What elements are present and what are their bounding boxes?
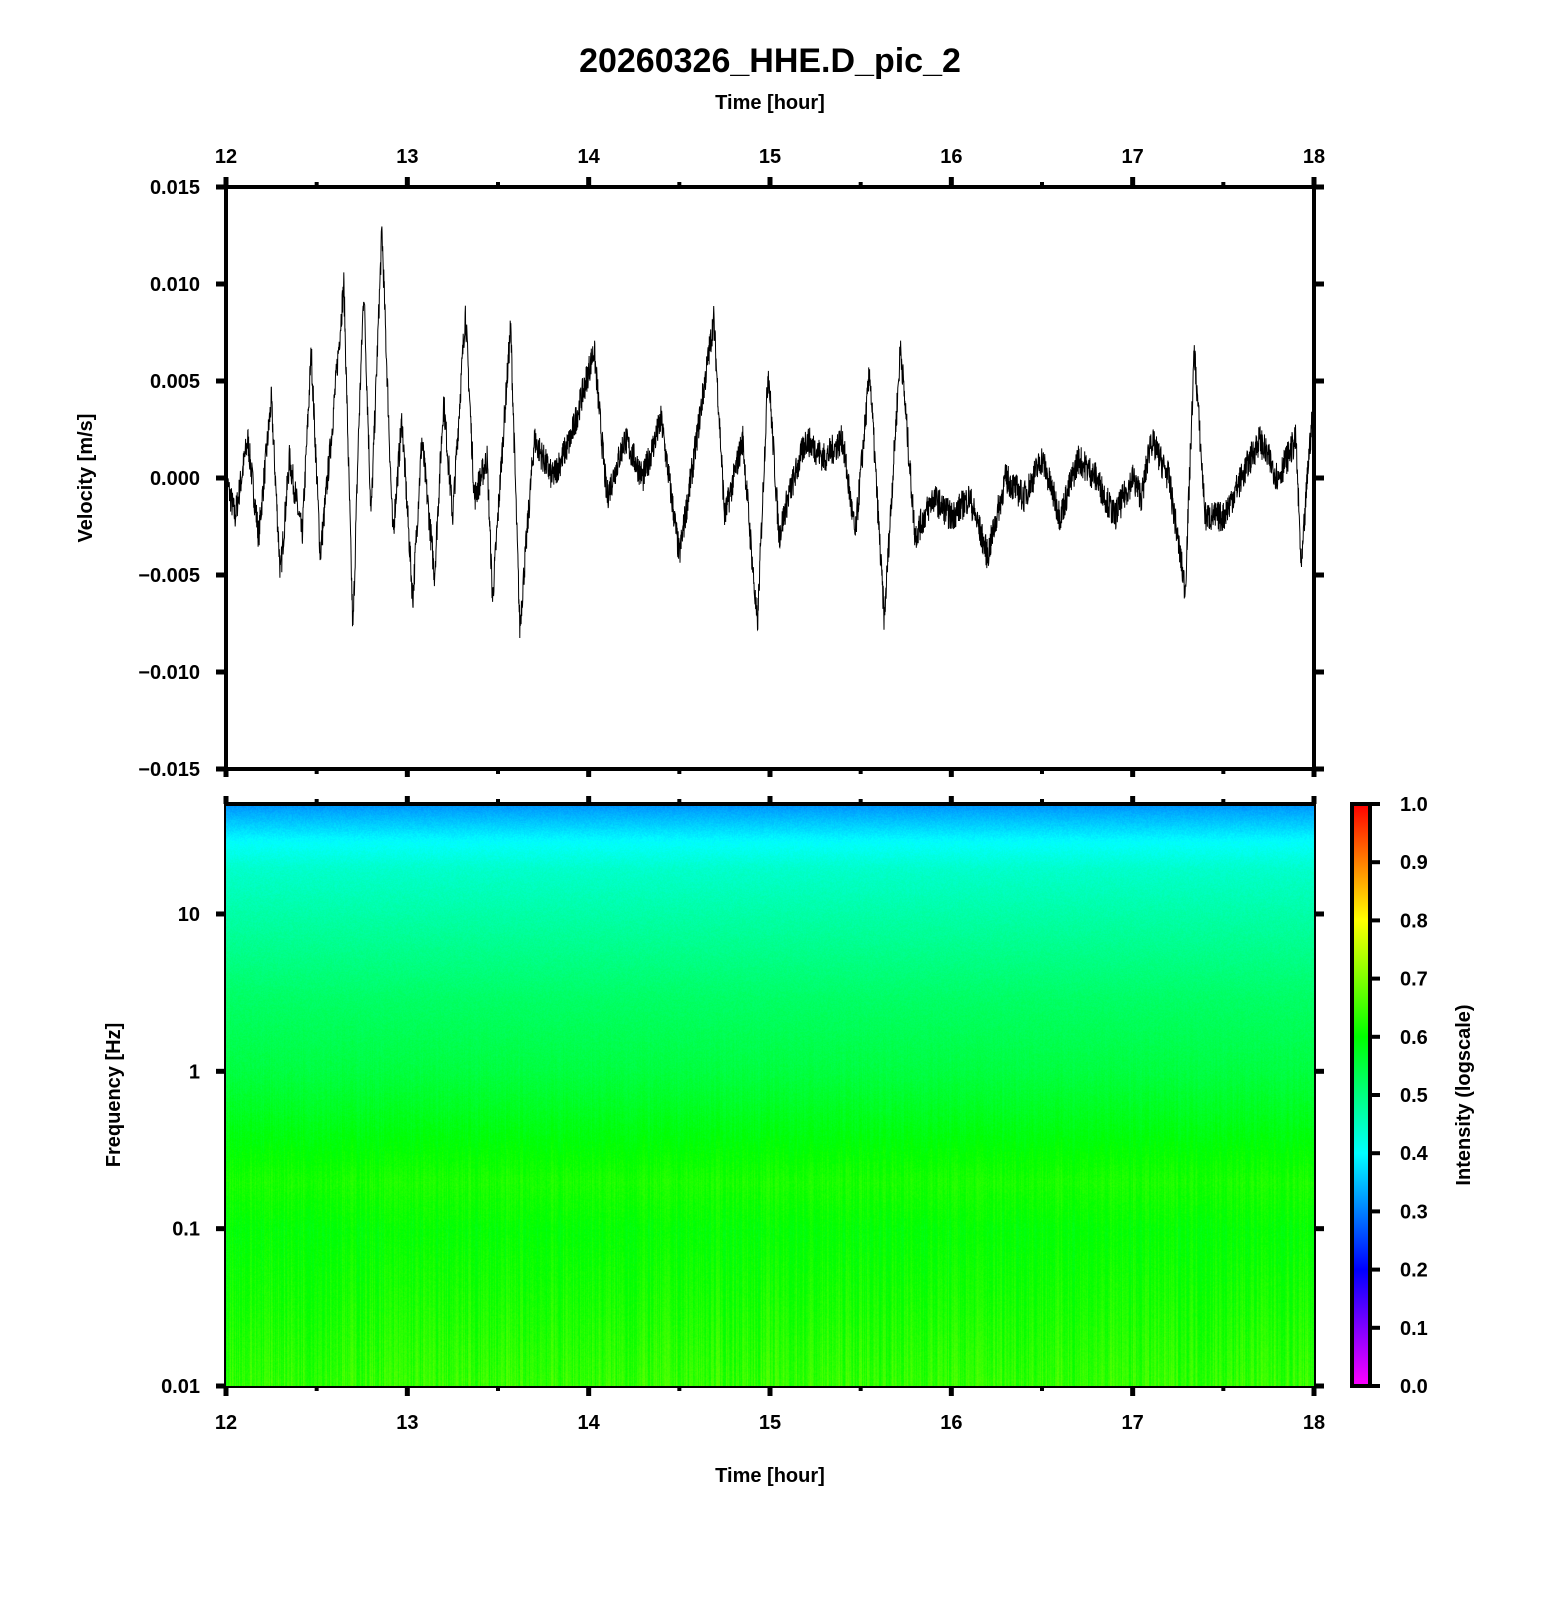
velocity-waveform-line [225,226,1315,639]
bottom-x-tick-label: 16 [940,1412,962,1434]
top-x-tick-label: 14 [578,146,601,168]
colorbar-tick-label: 0.0 [1400,1376,1428,1398]
bottom-x-tick-label: 18 [1303,1412,1325,1434]
colorbar-tick-label: 0.8 [1400,910,1428,932]
velocity-y-tick-label: 0.000 [150,468,200,490]
top-x-tick-label: 18 [1303,146,1325,168]
velocity-y-tick-label: −0.005 [138,565,200,587]
frequency-y-tick-label: 1 [189,1061,200,1083]
top-x-tick-label: 17 [1122,146,1144,168]
colorbar-label: Intensity (logscale) [1453,1004,1475,1185]
frequency-y-tick-label: 0.1 [172,1219,200,1241]
colorbar-tick-label: 0.5 [1400,1085,1428,1107]
top-x-tick-label: 12 [215,146,237,168]
colorbar-tick-label: 0.3 [1400,1201,1428,1223]
velocity-y-tick-label: 0.015 [150,177,200,199]
bottom-x-tick-label: 14 [578,1412,601,1434]
spectrogram-image [226,806,1314,1386]
bottom-x-tick-label: 13 [396,1412,418,1434]
chart-title: 20260326_HHE.D_pic_2 [579,42,961,80]
velocity-y-tick-label: 0.010 [150,274,200,296]
colorbar-tick-label: 1.0 [1400,794,1428,816]
colorbar-tick-label: 0.4 [1400,1143,1429,1165]
velocity-y-tick-label: −0.010 [138,662,200,684]
frequency-y-tick-label: 0.01 [161,1376,200,1398]
bottom-x-tick-label: 17 [1122,1412,1144,1434]
velocity-y-axis-label: Velocity [m/s] [75,414,97,543]
colorbar [1350,802,1372,1388]
bottom-x-axis-label: Time [hour] [715,1465,825,1487]
top-x-axis-label: Time [hour] [715,92,825,114]
frequency-y-tick-label: 10 [178,904,200,926]
top-x-tick-label: 16 [940,146,962,168]
top-x-tick-label: 15 [759,146,781,168]
bottom-x-tick-label: 12 [215,1412,237,1434]
velocity-plot-frame [224,185,1316,771]
velocity-y-tick-label: −0.015 [138,759,200,781]
bottom-x-tick-label: 15 [759,1412,781,1434]
colorbar-tick-label: 0.7 [1400,969,1428,991]
velocity-y-tick-label: 0.005 [150,371,200,393]
colorbar-tick-label: 0.9 [1400,852,1428,874]
colorbar-tick-label: 0.2 [1400,1260,1428,1282]
top-x-tick-label: 13 [396,146,418,168]
colorbar-tick-label: 0.6 [1400,1027,1428,1049]
colorbar-tick-label: 0.1 [1400,1318,1428,1340]
frequency-y-axis-label: Frequency [Hz] [103,1023,125,1167]
